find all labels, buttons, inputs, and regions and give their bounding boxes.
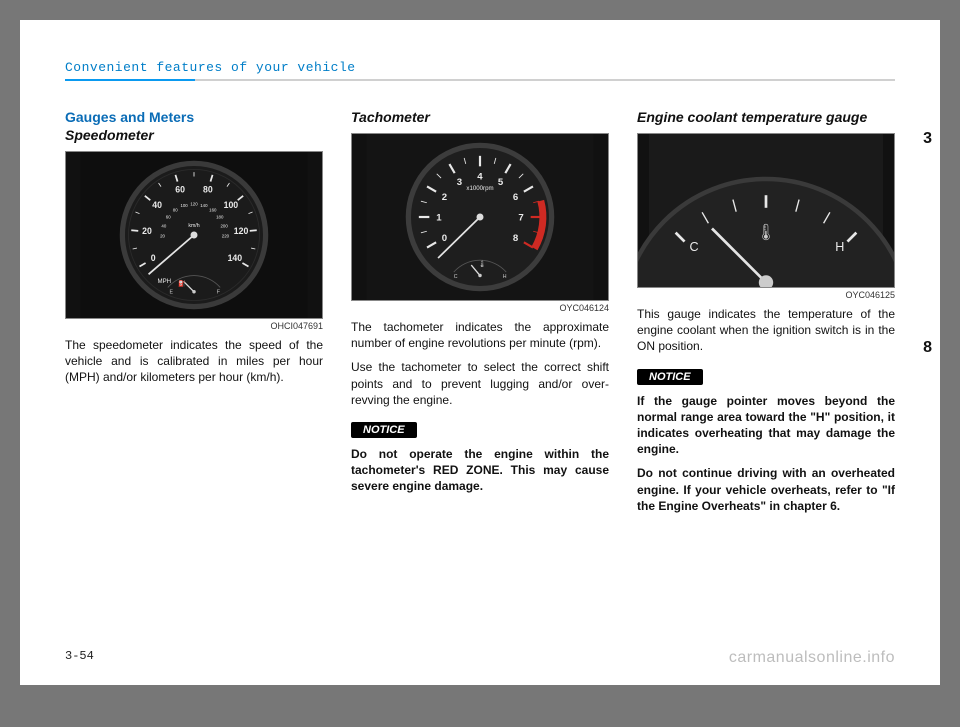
tachometer-notice: Do not operate the engine within the tac…	[351, 446, 609, 495]
svg-text:🌡: 🌡	[478, 260, 486, 268]
svg-text:180: 180	[216, 215, 224, 220]
notice-label: NOTICE	[637, 369, 703, 385]
coolant-svg: C H 🌡	[638, 134, 894, 287]
svg-text:40: 40	[152, 200, 162, 210]
notice-label: NOTICE	[351, 422, 417, 438]
svg-text:C: C	[690, 240, 699, 254]
section-header: Convenient features of your vehicle	[65, 60, 895, 79]
tachometer-figure: 0123 4 567 8 x1000rpm C H 🌡	[351, 133, 609, 301]
coolant-figure-id: OYC046125	[637, 290, 895, 300]
tachometer-body-1: The tachometer indicates the approximate…	[351, 319, 609, 351]
watermark: carmanualsonline.info	[729, 649, 895, 667]
speedometer-svg: 020406080100120140 204060801001201401601…	[66, 152, 322, 318]
side-page-number-top: 3	[923, 130, 932, 148]
speedometer-figure: 020406080100120140 204060801001201401601…	[65, 151, 323, 319]
gauges-heading: Gauges and Meters	[65, 109, 323, 125]
svg-text:3: 3	[457, 177, 462, 188]
tachometer-body-2: Use the tachometer to select the correct…	[351, 359, 609, 408]
svg-text:1: 1	[436, 212, 442, 223]
svg-text:km/h: km/h	[188, 223, 199, 229]
speedometer-body: The speedometer indicates the speed of t…	[65, 337, 323, 386]
svg-text:E: E	[170, 290, 174, 296]
svg-text:🌡: 🌡	[756, 224, 777, 242]
svg-text:F: F	[217, 290, 220, 296]
svg-text:60: 60	[166, 215, 171, 220]
svg-text:2: 2	[442, 192, 447, 203]
svg-text:⛽: ⛽	[178, 280, 186, 288]
coolant-body: This gauge indicates the temperature of …	[637, 306, 895, 355]
svg-text:7: 7	[518, 212, 523, 223]
column-speedometer: Gauges and Meters Speedometer 0204060801…	[65, 109, 323, 522]
svg-text:140: 140	[228, 253, 243, 263]
coolant-figure: C H 🌡	[637, 133, 895, 288]
column-coolant: Engine coolant temperature gauge C H 🌡 O…	[637, 109, 895, 522]
svg-text:C: C	[454, 274, 458, 280]
coolant-notice-1: If the gauge pointer moves beyond the no…	[637, 393, 895, 458]
svg-text:40: 40	[161, 224, 166, 229]
svg-text:x1000rpm: x1000rpm	[466, 185, 493, 192]
svg-text:100: 100	[224, 200, 239, 210]
svg-text:MPH: MPH	[158, 278, 172, 285]
svg-text:0: 0	[151, 253, 156, 263]
tachometer-figure-id: OYC046124	[351, 303, 609, 313]
svg-text:120: 120	[190, 201, 198, 206]
svg-text:8: 8	[513, 233, 519, 244]
svg-text:20: 20	[160, 234, 165, 239]
speedometer-figure-id: OHCI047691	[65, 321, 323, 331]
content-columns: Gauges and Meters Speedometer 0204060801…	[65, 109, 895, 522]
svg-text:200: 200	[220, 224, 228, 229]
svg-text:80: 80	[173, 208, 178, 213]
svg-text:0: 0	[442, 233, 447, 244]
svg-text:H: H	[503, 274, 507, 280]
side-page-number-bottom: 8	[923, 339, 932, 357]
header-rule	[65, 79, 895, 81]
svg-text:20: 20	[142, 226, 152, 236]
svg-text:80: 80	[203, 185, 213, 195]
svg-text:60: 60	[175, 185, 185, 195]
page-number: 3-54	[65, 649, 94, 663]
svg-text:6: 6	[513, 192, 518, 203]
svg-text:100: 100	[180, 203, 188, 208]
manual-page: Convenient features of your vehicle 3 8 …	[20, 20, 940, 685]
coolant-notice-2: Do not continue driving with an overheat…	[637, 465, 895, 514]
svg-text:4: 4	[477, 171, 483, 182]
svg-text:5: 5	[498, 177, 504, 188]
column-tachometer: Tachometer 0123 4 567 8 x1000rpm C	[351, 109, 609, 522]
svg-text:140: 140	[200, 203, 208, 208]
speedometer-heading: Speedometer	[65, 127, 323, 143]
tachometer-heading: Tachometer	[351, 109, 609, 125]
svg-text:220: 220	[222, 234, 230, 239]
svg-text:H: H	[835, 240, 844, 254]
svg-text:120: 120	[234, 226, 249, 236]
svg-text:160: 160	[209, 208, 217, 213]
tachometer-svg: 0123 4 567 8 x1000rpm C H 🌡	[352, 134, 608, 300]
coolant-heading: Engine coolant temperature gauge	[637, 109, 895, 125]
